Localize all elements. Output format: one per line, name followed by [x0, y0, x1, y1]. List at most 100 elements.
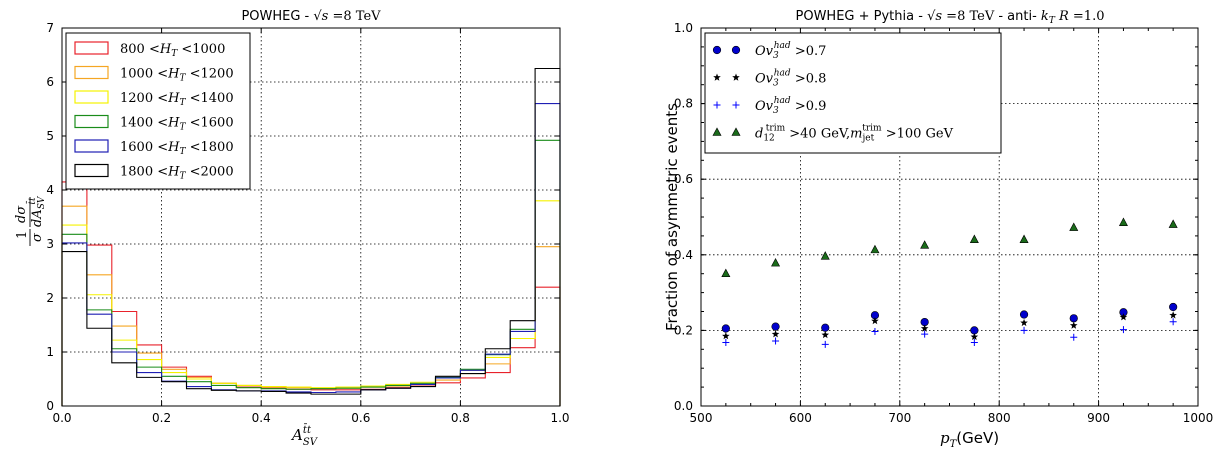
left-y-axis-label: 1 σ dσ dASVt̄t: [14, 195, 47, 246]
right-data-point: [821, 330, 830, 339]
legend-lt1: <: [145, 42, 160, 57]
legend-lt1: <: [153, 165, 168, 180]
right-title-sqrt-s: √s: [927, 9, 942, 24]
legend-h: H: [167, 116, 180, 131]
right-data-point: [969, 234, 979, 243]
right-x-tick-label: 800: [988, 411, 1011, 425]
right-legend-marker: [712, 127, 722, 136]
left-x-tick-label: 0.6: [351, 411, 370, 425]
right-legend-marker: [713, 101, 721, 109]
left-x-label-sub: SV: [303, 437, 319, 448]
legend-cut: >0.7: [791, 44, 827, 59]
right-data-point: [721, 268, 731, 278]
right-data-point: [1119, 326, 1127, 334]
right-chart: 500 600 700 800 900 1000 0.0 0.2 0.4 0.6 0.8 1.0 PO…: [663, 9, 1213, 450]
legend-ov-sub: 3: [773, 106, 779, 116]
left-y-tick-label: 6: [46, 75, 54, 89]
left-legend-swatch: [74, 139, 109, 153]
legend-lt2: <: [185, 91, 200, 106]
legend-h: H: [167, 91, 180, 106]
left-y-label-tt: t̄t: [26, 197, 38, 205]
left-plot-frame: [61, 27, 561, 407]
right-data-point: [871, 328, 879, 336]
right-data-point: [1020, 326, 1028, 334]
legend-lt2: <: [177, 42, 192, 57]
legend-low: 800: [120, 42, 145, 57]
left-y-tick-label: 0: [46, 399, 54, 413]
right-data-point: [1019, 310, 1029, 319]
right-legend-label: Ov3had >0.9: [755, 96, 826, 116]
left-y-tick-label: 5: [46, 129, 54, 143]
right-title-t: T: [1049, 16, 1056, 26]
legend-ov-sup: had: [774, 41, 791, 51]
right-legend-marker: [731, 45, 741, 55]
left-y-label-dsigma: dσ: [14, 205, 29, 223]
legend-h: H: [159, 42, 172, 57]
legend-ov: Ov: [755, 99, 774, 114]
right-chart-title: POWHEG + Pythia - √s =8 TeV - anti- kT R…: [796, 9, 1105, 27]
left-x-axis-label: ASVt̄t: [290, 424, 319, 448]
legend-d: d: [755, 127, 763, 142]
right-data-point: [1069, 314, 1078, 323]
legend-low: 1400: [120, 116, 153, 131]
right-data-point: [722, 332, 730, 340]
left-y-tick-label: 2: [46, 291, 54, 305]
left-chart-title: POWHEG - √s =8 TeV: [241, 9, 381, 24]
right-data-point: [771, 330, 780, 338]
left-x-tick-label: 1.0: [550, 411, 569, 425]
legend-lt2: <: [185, 67, 200, 82]
right-data-point: [871, 316, 879, 325]
right-y-tick-label: 0.4: [674, 248, 693, 262]
right-data-point: [721, 324, 730, 333]
right-y-tick-label: 0.0: [674, 399, 693, 413]
legend-lt2: <: [185, 116, 200, 131]
right-legend-label: Ov3had >0.7: [755, 41, 826, 61]
right-legend-marker: [731, 127, 741, 136]
right-legend-marker: [732, 101, 740, 109]
right-ticks: 500 600 700 800 900 1000 0.0 0.2 0.4 0.6 0.8 1.0: [674, 21, 1213, 425]
left-y-label-one: 1: [15, 231, 30, 239]
right-title-k: k: [1041, 9, 1049, 24]
right-data-point: [820, 251, 830, 260]
legend-m-sup: trim: [862, 124, 882, 134]
legend-low: 1200: [120, 91, 153, 106]
right-data-point: [1020, 318, 1028, 327]
left-x-label-sup: t̄t: [303, 424, 312, 436]
left-title-sqrt-s: √s: [313, 9, 328, 24]
legend-sub: T: [171, 49, 178, 59]
left-histogram-series: [61, 67, 561, 406]
legend-sub: T: [179, 74, 186, 84]
legend-lt1: <: [153, 116, 168, 131]
right-y-tick-label: 0.6: [674, 172, 693, 186]
right-title-prefix: POWHEG + Pythia -: [796, 9, 928, 24]
legend-high: 2000: [201, 165, 234, 180]
legend-high: 1800: [201, 140, 234, 155]
right-data-point: [1069, 321, 1078, 329]
right-x-tick-label: 600: [789, 411, 812, 425]
legend-cut: >0.8: [791, 72, 827, 87]
right-legend-label: d12trim >40 GeV,mjettrim >100 GeV: [755, 124, 954, 144]
left-legend-label: 1000 <HT <1200: [120, 67, 234, 84]
right-legend-marker: [712, 45, 722, 55]
right-data-point: [1019, 234, 1029, 243]
right-data-point: [821, 340, 829, 348]
legend-lt1: <: [153, 140, 168, 155]
left-y-label-da: dASVt̄t: [26, 195, 47, 227]
legend-sub: T: [179, 98, 186, 108]
legend-low: 1800: [120, 165, 153, 180]
legend-ov-sub: 3: [773, 51, 779, 61]
left-grid: [62, 28, 560, 406]
right-legend-marker: [713, 73, 721, 81]
legend-high: 1000: [192, 42, 225, 57]
left-title-energy: =8 TeV: [333, 9, 382, 24]
legend-h: H: [167, 165, 180, 180]
legend-sub: T: [179, 147, 186, 157]
right-data-point: [1169, 302, 1178, 312]
right-data-point: [821, 323, 830, 332]
left-legend-label: 1200 <HT <1400: [120, 91, 234, 108]
right-data-point: [771, 322, 780, 331]
right-x-tick-label: 500: [690, 411, 713, 425]
legend-cut: >0.9: [791, 99, 827, 114]
right-data-point: [1168, 219, 1178, 228]
